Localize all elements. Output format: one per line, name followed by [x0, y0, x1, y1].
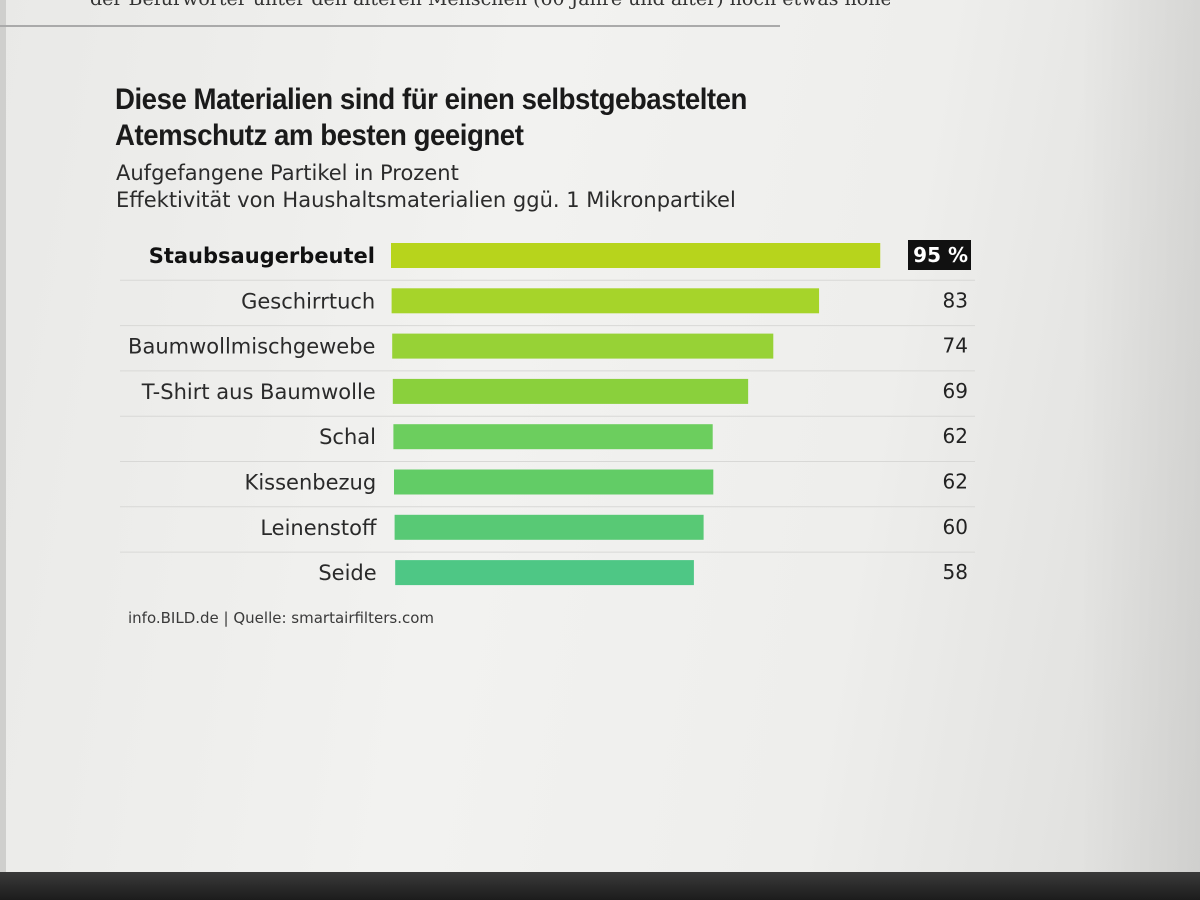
bar-staubsaugerbeutel [391, 243, 881, 268]
category-label: Baumwollmischgewebe [128, 335, 375, 359]
value-label: 95 % [913, 243, 968, 267]
category-label: Schal [319, 425, 376, 449]
value-label: 74 [943, 334, 968, 358]
category-label: Leinenstoff [260, 516, 377, 540]
value-label: 58 [943, 560, 968, 584]
value-highlight-badge [908, 240, 971, 270]
value-label: 62 [943, 470, 968, 494]
previous-article-text: der Befürworter unter den älteren Mensch… [90, 0, 890, 10]
chart-subtitle: Aufgefangene Partikel in Prozent Effekti… [116, 160, 736, 214]
value-label: 62 [943, 424, 968, 448]
bar-leinenstoff [394, 514, 704, 540]
value-label: 69 [943, 379, 968, 403]
value-label: 60 [943, 515, 968, 539]
bar-t-shirt-aus-baumwolle [392, 378, 749, 404]
category-label: Kissenbezug [245, 471, 377, 495]
chart-title: Diese Materialien sind für einen selbstg… [115, 83, 747, 152]
screen-edge-shade [1080, 0, 1200, 872]
monitor-bezel-bottom [0, 872, 1200, 900]
category-label: Staubsaugerbeutel [149, 244, 375, 268]
monitor-bezel-left [0, 0, 6, 900]
bar-schal [393, 424, 713, 450]
subtitle-line-1: Aufgefangene Partikel in Prozent [116, 161, 459, 185]
bar-baumwollmischgewebe [392, 333, 774, 359]
bar-kissenbezug [394, 469, 714, 495]
category-label: Geschirrtuch [241, 289, 375, 313]
divider-line [0, 25, 780, 27]
chart-source: info.BILD.de | Quelle: smartairfilters.c… [128, 609, 434, 627]
bar-seide [395, 560, 694, 586]
subtitle-line-2: Effektivität von Haushaltsmaterialien gg… [116, 188, 736, 212]
category-label: Seide [318, 561, 376, 585]
value-label: 83 [943, 288, 968, 312]
bar-geschirrtuch [391, 288, 820, 314]
category-label: T-Shirt aus Baumwolle [141, 380, 376, 404]
